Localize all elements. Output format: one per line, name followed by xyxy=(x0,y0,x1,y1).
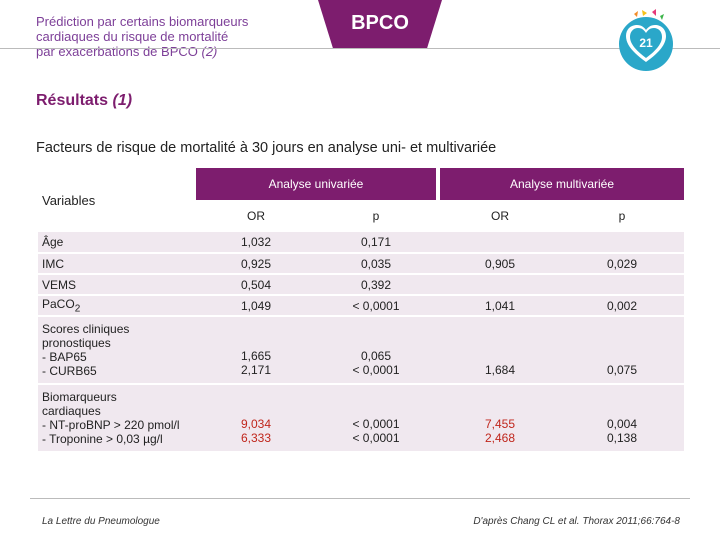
footer-divider xyxy=(30,498,690,499)
univariate-or-cell: 0,504 xyxy=(196,274,316,296)
multivariate-or-cell xyxy=(440,232,560,254)
univariate-or-cell: 1,665 2,171 xyxy=(196,316,316,385)
variable-text: PaCO xyxy=(42,296,75,311)
variable-subscript: 2 xyxy=(74,303,81,315)
multivariate-or-cell xyxy=(440,274,560,296)
multivariate-or-cell: 0,905 xyxy=(440,253,560,275)
variable-cell: VEMS xyxy=(38,274,196,296)
subtitle-line-1: Prédiction par certains biomarqueurs xyxy=(36,14,249,29)
section-title: Résultats (1) xyxy=(36,92,132,110)
univariate-p-cell: 0,035 xyxy=(316,253,436,275)
column-gap xyxy=(436,384,440,453)
table-row: PaCO2 1,049 < 0,0001 1,041 0,002 xyxy=(38,295,684,317)
multivariate-header: Analyse multivariée xyxy=(440,168,684,200)
multivariate-or-cell: 7,455 2,468 xyxy=(440,384,560,453)
multivariate-p-cell xyxy=(560,274,684,296)
univariate-header: Analyse univariée xyxy=(196,168,436,200)
multivariate-or-header: OR xyxy=(440,200,560,232)
subtitle-suffix: (2) xyxy=(201,44,218,59)
section-title-text: Résultats xyxy=(36,92,109,109)
subtitle-line-2: cardiaques du risque de mortalité xyxy=(36,29,229,44)
variables-header: Variables xyxy=(42,192,96,208)
univariate-p-cell: 0,065 < 0,0001 xyxy=(316,316,436,385)
column-gap xyxy=(436,274,440,296)
variable-cell: IMC xyxy=(38,253,196,275)
multivariate-p-header: p xyxy=(560,200,684,232)
table-row: VEMS 0,504 0,392 xyxy=(38,274,684,296)
univariate-p-cell: 0,171 xyxy=(316,232,436,254)
table-row: IMC 0,925 0,035 0,905 0,029 xyxy=(38,253,684,275)
subtitle-line-3: par exacerbations de BPCO xyxy=(36,44,198,59)
univariate-p-cell: < 0,0001 xyxy=(316,295,436,317)
column-gap xyxy=(436,168,440,200)
table-row: Âge 1,032 0,171 xyxy=(38,232,684,254)
risk-factor-table: Variables Analyse univariée Analyse mult… xyxy=(38,168,684,453)
univariate-p-header: p xyxy=(316,200,436,232)
table-row: Scores cliniques pronostiques - BAP65 - … xyxy=(38,316,684,385)
multivariate-p-cell: 0,075 xyxy=(560,316,684,385)
variable-cell: Biomarqueurs cardiaques - NT-proBNP > 22… xyxy=(38,384,196,453)
column-gap xyxy=(436,200,440,232)
univariate-or-cell: 1,049 xyxy=(196,295,316,317)
heart-badge-icon xyxy=(619,9,673,71)
multivariate-p-cell xyxy=(560,232,684,254)
section-title-suffix: (1) xyxy=(112,92,133,109)
univariate-p-cell: 0,392 xyxy=(316,274,436,296)
header-divider xyxy=(0,48,720,49)
univariate-or-cell: 9,034 6,333 xyxy=(196,384,316,453)
table-row: Biomarqueurs cardiaques - NT-proBNP > 22… xyxy=(38,384,684,453)
header-subtitle: Prédiction par certains biomarqueurs car… xyxy=(36,14,296,59)
column-gap xyxy=(436,295,440,317)
univariate-or-header: OR xyxy=(196,200,316,232)
footer-journal: La Lettre du Pneumologue xyxy=(42,516,160,527)
column-gap xyxy=(436,253,440,275)
table-caption: Facteurs de risque de mortalité à 30 jou… xyxy=(36,140,497,156)
category-tab-label: BPCO xyxy=(351,12,409,34)
multivariate-p-cell: 0,029 xyxy=(560,253,684,275)
univariate-or-cell: 1,032 xyxy=(196,232,316,254)
multivariate-or-cell: 1,684 xyxy=(440,316,560,385)
multivariate-p-cell: 0,004 0,138 xyxy=(560,384,684,453)
column-gap xyxy=(436,232,440,254)
univariate-p-cell: < 0,0001 < 0,0001 xyxy=(316,384,436,453)
univariate-or-cell: 0,925 xyxy=(196,253,316,275)
category-tab xyxy=(318,0,442,48)
footer-reference: D'après Chang CL et al. Thorax 2011;66:7… xyxy=(473,516,680,527)
variable-cell: PaCO2 xyxy=(38,295,196,317)
variable-cell: Scores cliniques pronostiques - BAP65 - … xyxy=(38,316,196,385)
page-number: 21 xyxy=(639,36,653,50)
column-gap xyxy=(436,316,440,385)
multivariate-or-cell: 1,041 xyxy=(440,295,560,317)
multivariate-p-cell: 0,002 xyxy=(560,295,684,317)
variable-cell: Âge xyxy=(38,232,196,254)
